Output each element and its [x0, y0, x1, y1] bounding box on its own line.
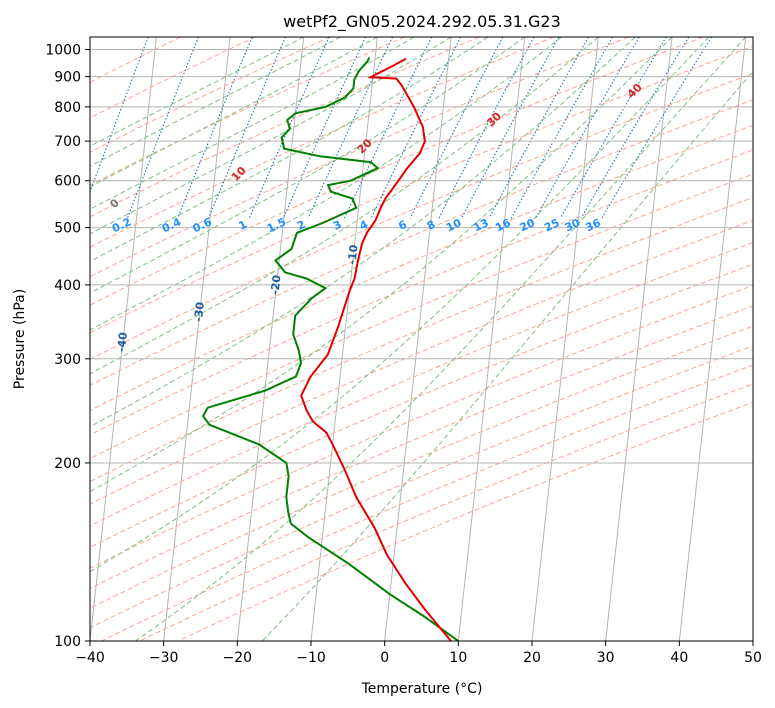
mixing-ratio-label: 25 — [542, 216, 561, 234]
mixing-ratio-line — [207, 37, 286, 219]
moist-adiabat-line — [90, 37, 710, 573]
moist-adiabat-line — [90, 37, 341, 167]
mixing-ratio-label: 30 — [563, 216, 583, 234]
dry-adiabat-line — [90, 196, 753, 483]
y-tick-label: 500 — [54, 221, 81, 237]
mixing-ratio-line — [461, 37, 560, 219]
x-tick-label: 0 — [380, 650, 389, 666]
mixing-ratio-line — [409, 37, 504, 219]
isotherm-line — [457, 37, 526, 641]
mixing-ratio-label: 20 — [518, 216, 538, 234]
dewpoint-series-line — [201, 56, 459, 641]
y-tick-label: 800 — [54, 100, 81, 116]
mixing-ratio-line — [580, 37, 690, 219]
isotherm-line — [236, 37, 305, 641]
x-tick-label: −30 — [149, 650, 179, 666]
x-tick-label: −40 — [75, 650, 105, 666]
y-tick-label: 400 — [54, 278, 81, 294]
moist-adiabat-line — [90, 37, 304, 147]
mixing-ratio-line — [177, 37, 253, 219]
dry-adiabat-line — [139, 383, 753, 641]
moist-adiabat-line — [90, 37, 673, 493]
y-tick-label: 600 — [54, 174, 81, 190]
y-tick-label: 300 — [54, 352, 81, 368]
dry-adiabat-line — [90, 242, 753, 527]
x-tick-label: 10 — [449, 650, 467, 666]
moist-adiabat-line — [90, 37, 452, 235]
plot-frame — [89, 36, 754, 642]
mixing-ratio-line — [559, 37, 667, 219]
isotherm-label: -20 — [268, 274, 283, 296]
dry-adiabat-line — [90, 284, 753, 569]
isotherm-line — [310, 37, 378, 641]
mixing-ratio-label: 16 — [493, 216, 513, 234]
pressure-gridlines — [90, 49, 753, 641]
plot-area: -100-90-80-70-60-50-40-30-20-100.10.20.4… — [90, 37, 753, 641]
dry-adiabat-line — [177, 401, 753, 641]
x-tick-label: 20 — [523, 650, 541, 666]
moist-adiabat-line — [90, 37, 378, 188]
mixing-ratio-line — [535, 37, 640, 219]
mixing-ratio-line — [126, 37, 200, 219]
mixing-ratio-line — [601, 37, 713, 219]
moist-adiabat-line — [135, 37, 747, 641]
x-tick-label: −20 — [223, 650, 253, 666]
isotherm-label: -10 — [345, 244, 360, 266]
moist-adiabat-line — [261, 70, 753, 641]
mixing-ratio-label: 10 — [444, 216, 464, 234]
x-tick-label: 40 — [670, 650, 688, 666]
dry-adiabat-line — [90, 305, 753, 589]
isotherm-line — [678, 37, 747, 641]
isotherm-line — [163, 37, 231, 641]
mixing-ratio-label: 36 — [583, 216, 603, 234]
dry-adiabat-line — [90, 325, 753, 609]
isotherm-line — [605, 37, 673, 641]
x-tick-label: −10 — [296, 650, 326, 666]
mixing-ratio-line — [90, 37, 149, 194]
dry-adiabat-line — [90, 124, 753, 411]
moist-adiabat-line — [90, 37, 415, 210]
mixing-ratio-line — [438, 37, 535, 219]
moist-adiabat-line — [90, 37, 599, 375]
isotherm-label: -40 — [115, 331, 130, 353]
mixing-ratio-line — [488, 37, 589, 219]
y-tick-label: 1000 — [45, 43, 81, 59]
isotherm-label: -30 — [192, 301, 207, 323]
x-axis-ticks: −40 −30 −20 −10 0 10 20 30 40 50 — [75, 641, 762, 666]
dry-adiabat-line — [90, 37, 480, 218]
y-axis-label: Pressure (hPa) — [12, 289, 28, 389]
dry-adiabat-line — [90, 37, 331, 153]
temperature-series-line — [300, 57, 452, 641]
moist-adiabat-line — [90, 37, 525, 294]
y-axis-ticks: 100 200 300 400 500 600 700 800 900 1000 — [45, 43, 90, 650]
mixing-ratio-label: 13 — [471, 216, 490, 234]
isotherm-line — [384, 37, 452, 641]
moist-adiabat-lines — [90, 37, 753, 641]
y-tick-label: 900 — [54, 70, 81, 86]
y-tick-label: 100 — [54, 634, 81, 650]
y-tick-label: 200 — [54, 456, 81, 472]
x-axis-label: Temperature (°C) — [361, 681, 483, 697]
dry-adiabat-line — [90, 149, 753, 436]
dry-adiabat-line — [90, 99, 753, 386]
moist-adiabat-line — [90, 37, 562, 331]
y-tick-label: 700 — [54, 134, 81, 150]
x-tick-label: 50 — [744, 650, 762, 666]
dry-adiabat-lines — [90, 37, 753, 641]
chart-title: wetPf2_GN05.2024.292.05.31.G23 — [283, 12, 561, 32]
moist-adiabat-line — [90, 37, 636, 428]
mixing-ratio-line — [370, 37, 462, 219]
moist-adiabat-line — [90, 37, 489, 263]
x-tick-label: 30 — [597, 650, 615, 666]
